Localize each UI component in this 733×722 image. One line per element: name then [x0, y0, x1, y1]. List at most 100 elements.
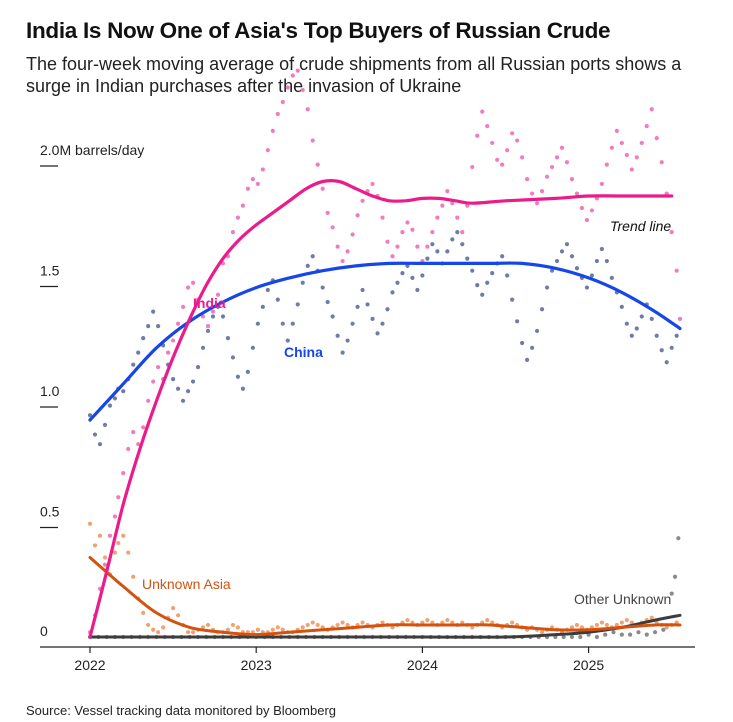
india-point [205, 324, 211, 329]
unknown-asia-point [235, 625, 241, 630]
unknown-asia-point [146, 622, 151, 628]
india-point [475, 133, 480, 138]
china-point [310, 254, 315, 259]
china-point [649, 316, 654, 321]
y-tick-label: 2.0M barrels/day [40, 142, 144, 158]
other-unknown-point [569, 634, 575, 640]
china-point [92, 432, 98, 437]
india-point [639, 140, 644, 146]
x-axis: 2022 2023 2024 2025 [40, 646, 695, 673]
india-point [405, 220, 410, 225]
india-point [325, 210, 330, 215]
unknown-asia-point [629, 620, 634, 625]
china-point [639, 314, 644, 319]
china-point [175, 386, 181, 391]
india-point [315, 162, 320, 167]
china-point [390, 290, 395, 295]
china-point [360, 287, 365, 293]
unknown-asia-point [539, 630, 545, 635]
india-point [355, 213, 360, 218]
india-point [230, 230, 236, 235]
india-point [170, 338, 176, 343]
china-point [524, 357, 530, 362]
india-point [250, 177, 255, 182]
other-unknown-point [644, 632, 649, 637]
china-point [485, 280, 490, 285]
india-point [112, 514, 118, 519]
india-point [515, 138, 520, 143]
china-point [325, 299, 330, 305]
china-point [410, 275, 415, 281]
x-tick-label: 2023 [241, 657, 272, 673]
india-point [559, 145, 565, 150]
india-label: India [193, 295, 226, 311]
india-point [415, 244, 420, 249]
india-point [564, 160, 570, 165]
china-point [290, 321, 295, 326]
china-point [97, 442, 103, 447]
india-point [480, 109, 485, 114]
india-point [490, 140, 495, 146]
china-point [490, 270, 495, 276]
china-point [330, 314, 335, 319]
india-point [485, 123, 490, 129]
china-point [235, 374, 241, 379]
y-tick-label: 1.0 [40, 383, 60, 399]
india-point [136, 442, 141, 447]
china-point [230, 355, 236, 360]
china-point [121, 389, 126, 394]
india-point [126, 446, 131, 452]
china-point [564, 242, 570, 247]
series-labels: India China Unknown Asia Other Unknown Trend… [142, 218, 671, 607]
china-point [275, 297, 280, 302]
china-point [355, 304, 360, 309]
unknown-asia-point [405, 618, 410, 623]
china-point [265, 287, 270, 293]
unknown-asia-point [102, 555, 108, 560]
unknown-asia-point [275, 625, 280, 630]
india-point [609, 145, 614, 150]
india-point [345, 249, 350, 254]
india-point [659, 160, 664, 165]
india-point [539, 189, 545, 194]
china-point [604, 258, 609, 264]
x-tick-label: 2025 [573, 657, 604, 673]
china-point [107, 403, 113, 408]
unknown-asia-point [280, 627, 285, 632]
india-point [520, 155, 525, 160]
india-point [649, 107, 654, 112]
india-point [634, 155, 639, 160]
other-unknown-point [578, 634, 583, 640]
other-unknown-point [652, 630, 658, 635]
unknown-asia-point [161, 625, 166, 630]
china-point [589, 273, 595, 278]
unknown-asia-point [340, 620, 345, 625]
india-point [450, 201, 455, 206]
unknown-asia-point [510, 620, 515, 625]
china-point [435, 249, 440, 254]
china-point [470, 268, 475, 273]
india-point [629, 167, 634, 172]
china-point [195, 364, 201, 370]
unknown-asia-point [604, 622, 609, 628]
india-point [395, 244, 400, 249]
china-point [510, 297, 515, 302]
unknown-asia-point [599, 620, 604, 625]
india-point [510, 131, 515, 136]
india-point [320, 186, 325, 191]
unknown-asia-point [579, 625, 585, 630]
china-point [574, 266, 580, 271]
china-point [584, 285, 590, 290]
china-point [480, 292, 485, 297]
unknown-asia-point [569, 625, 575, 630]
china-point [285, 338, 290, 343]
unknown-asia-point [87, 521, 93, 526]
trend-line-annotation: Trend line [610, 218, 671, 234]
china-point [415, 287, 420, 293]
china-point [225, 336, 231, 341]
unknown-asia-point [345, 622, 350, 628]
india-point [644, 123, 649, 129]
china-point [240, 386, 246, 391]
china-point [320, 285, 325, 290]
unknown-asia-point [151, 627, 156, 632]
